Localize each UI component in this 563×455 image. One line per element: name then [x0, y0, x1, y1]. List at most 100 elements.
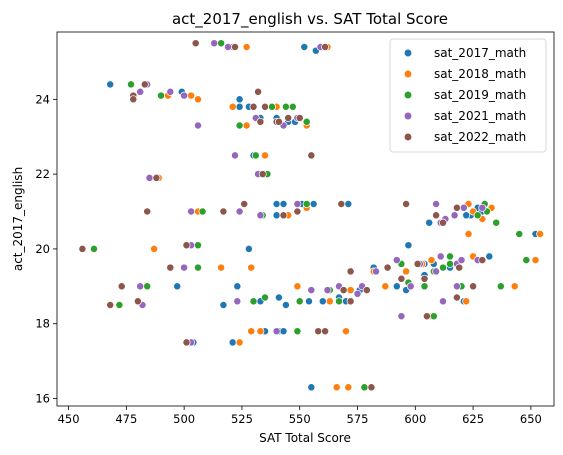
point-sat_2017_math-41: [219, 301, 228, 309]
point-sat_2021_math-25: [307, 286, 316, 295]
point-sat_2022_math-0: [78, 244, 87, 253]
point-sat_2017_math-37: [233, 282, 242, 291]
point-sat_2018_math-45: [332, 383, 341, 392]
point-sat_2019_math-23: [335, 297, 343, 306]
point-sat_2022_math-25: [293, 207, 302, 216]
point-sat_2021_math-10: [136, 282, 145, 291]
point-sat_2021_math-40: [450, 211, 459, 220]
point-sat_2018_math-41: [247, 327, 256, 336]
point-sat_2022_math-37: [383, 263, 392, 272]
point-sat_2017_math-22: [462, 211, 471, 220]
point-sat_2017_math-52: [300, 43, 309, 51]
x-tick-label: 575: [347, 412, 369, 426]
x-tick-label: 500: [173, 412, 195, 426]
point-sat_2021_math-46: [353, 289, 362, 298]
x-tick-label: 650: [520, 412, 542, 426]
point-sat_2022_math-32: [346, 267, 355, 276]
point-sat_2018_math-35: [293, 282, 302, 291]
point-sat_2022_math-4: [129, 95, 138, 104]
point-sat_2017_math-33: [485, 252, 494, 261]
point-sat_2019_math-21: [293, 327, 302, 336]
point-sat_2022_math-28: [314, 327, 323, 336]
point-sat_2022_math-1: [106, 301, 115, 309]
legend-marker-sat_2019_math: [403, 90, 413, 100]
point-sat_2018_math-44: [256, 327, 265, 336]
point-sat_2022_math-41: [420, 274, 429, 283]
point-sat_2019_math-25: [360, 383, 369, 392]
legend: sat_2017_math sat_2018_math sat_2019_maths…: [389, 38, 547, 153]
point-sat_2019_math-9: [198, 207, 207, 216]
point-sat_2018_math-26: [217, 263, 226, 272]
point-sat_2017_math-35: [392, 282, 401, 291]
point-sat_2018_math-1: [187, 91, 196, 100]
point-sat_2022_math-44: [439, 218, 447, 227]
point-sat_2017_math-42: [281, 301, 290, 309]
point-sat_2022_math-29: [321, 327, 330, 336]
point-sat_2022_math-22: [284, 114, 293, 122]
point-sat_2021_math-28: [397, 312, 406, 321]
point-sat_2021_math-37: [432, 200, 441, 208]
point-sat_2019_math-19: [261, 293, 269, 302]
point-sat_2022_math-47: [455, 263, 464, 272]
point-sat_2017_math-54: [307, 383, 316, 392]
point-sat_2017_math-18: [425, 218, 434, 227]
y-axis-ticks: 16 18 20 22 24: [35, 92, 57, 406]
point-sat_2017_math-3: [235, 102, 244, 111]
y-tick-label: 22: [35, 167, 50, 181]
point-sat_2017_math-49: [279, 327, 288, 336]
y-axis-label: act_2017_english: [11, 167, 25, 271]
point-sat_2022_math-24: [307, 151, 316, 160]
point-sat_2022_math-34: [367, 383, 376, 392]
point-sat_2019_math-18: [302, 200, 311, 208]
point-sat_2021_math-22: [256, 211, 265, 220]
point-sat_2021_math-9: [145, 173, 154, 182]
point-sat_2019_math-22: [295, 297, 304, 306]
point-sat_2021_math-29: [392, 256, 401, 265]
point-sat_2017_math-44: [318, 297, 327, 306]
y-tick-label: 16: [35, 392, 50, 406]
point-sat_2019_math-11: [251, 151, 260, 160]
point-sat_2022_math-7: [143, 207, 152, 216]
x-tick-label: 550: [289, 412, 311, 426]
point-sat_2021_math-35: [452, 282, 461, 291]
point-sat_2021_math-30: [406, 282, 415, 291]
point-sat_2022_math-9: [166, 263, 175, 272]
point-sat_2021_math-47: [372, 267, 380, 276]
point-sat_2017_math-25: [404, 241, 413, 250]
point-sat_2019_math-16: [288, 102, 297, 111]
point-sat_2021_math-4: [194, 121, 202, 130]
point-sat_2017_math-15: [309, 200, 318, 208]
point-sat_2022_math-39: [402, 200, 411, 208]
point-sat_2018_math-42: [235, 338, 244, 347]
point-sat_2018_math-3: [228, 102, 237, 111]
point-sat_2021_math-2: [166, 87, 175, 96]
point-sat_2022_math-40: [413, 259, 422, 268]
point-sat_2019_math-4: [90, 244, 98, 253]
point-sat_2022_math-6: [133, 297, 142, 306]
point-sat_2022_math-43: [432, 211, 441, 220]
point-sat_2019_math-40: [420, 282, 429, 291]
point-sat_2018_math-31: [427, 256, 436, 265]
point-sat_2018_math-10: [242, 43, 251, 51]
point-sat_2017_math-40: [173, 282, 182, 291]
legend-label-sat_2018_math: sat_2018_math: [434, 67, 526, 81]
point-sat_2019_math-29: [439, 263, 447, 272]
point-sat_2022_math-45: [452, 203, 461, 212]
point-sat_2017_math-17: [272, 211, 281, 220]
point-sat_2019_math-30: [446, 252, 454, 261]
x-tick-label: 475: [115, 412, 137, 426]
legend-box: [389, 38, 547, 153]
point-sat_2019_math-27: [429, 312, 438, 321]
x-axis-label: SAT Total Score: [259, 431, 351, 445]
point-sat_2021_math-0: [136, 87, 145, 96]
x-tick-label: 625: [462, 412, 484, 426]
point-sat_2019_math-14: [268, 102, 276, 111]
point-sat_2017_math-24: [244, 244, 253, 253]
x-tick-label: 600: [404, 412, 426, 426]
legend-label-sat_2021_math: sat_2021_math: [434, 109, 526, 123]
point-sat_2022_math-13: [219, 207, 228, 216]
point-sat_2022_math-31: [339, 286, 348, 295]
point-sat_2022_math-49: [478, 256, 487, 265]
point-sat_2018_math-46: [344, 383, 353, 392]
point-sat_2021_math-12: [180, 263, 189, 272]
